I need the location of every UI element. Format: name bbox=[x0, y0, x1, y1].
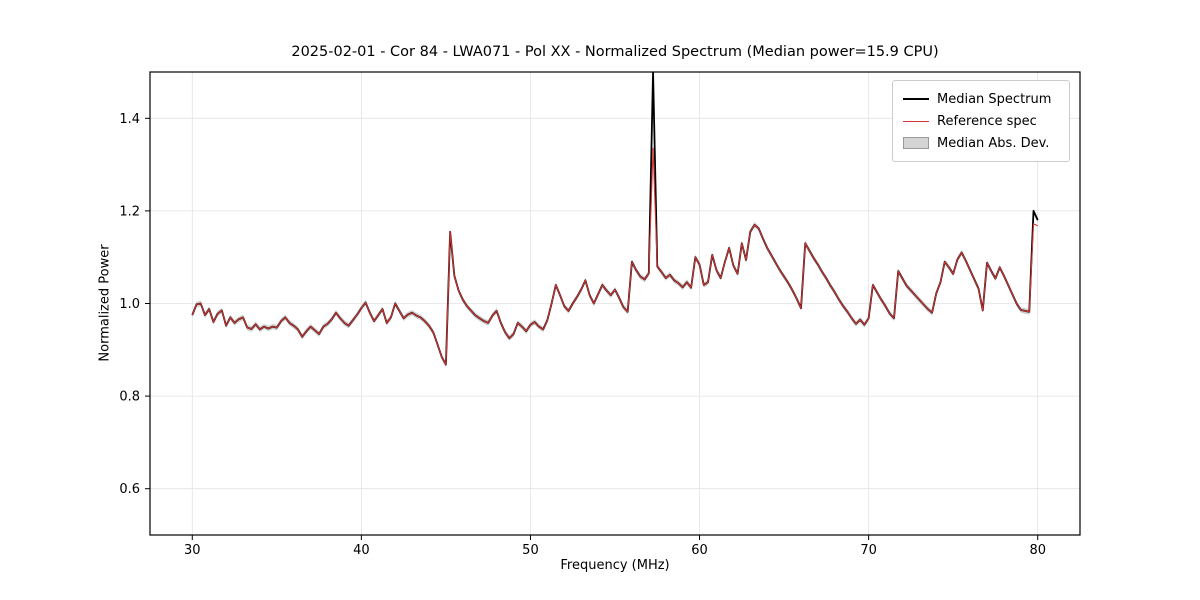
legend-item-reference-spec: Reference spec bbox=[903, 110, 1059, 132]
legend-label: Median Spectrum bbox=[937, 91, 1052, 107]
legend: Median Spectrum Reference spec Median Ab… bbox=[892, 80, 1070, 162]
x-tick-label: 60 bbox=[691, 543, 708, 558]
legend-item-median-abs-dev: Median Abs. Dev. bbox=[903, 132, 1059, 154]
y-tick-label: 1.0 bbox=[119, 297, 140, 312]
x-tick-label: 50 bbox=[522, 543, 539, 558]
y-tick-label: 1.4 bbox=[119, 112, 140, 127]
median-line-swatch-icon bbox=[903, 98, 929, 100]
axis-ticks: 30 40 50 60 70 80 0.6 0.8 1.0 1.2 1.4 bbox=[119, 112, 1046, 558]
chart-title: 2025-02-01 - Cor 84 - LWA071 - Pol XX - … bbox=[291, 44, 939, 60]
x-tick-label: 70 bbox=[860, 543, 877, 558]
x-tick-label: 40 bbox=[353, 543, 370, 558]
reference-line-swatch-icon bbox=[903, 120, 929, 122]
mad-band-swatch-icon bbox=[903, 137, 929, 149]
legend-label: Median Abs. Dev. bbox=[937, 135, 1050, 151]
y-tick-label: 1.2 bbox=[119, 204, 140, 219]
y-axis-label: Normalized Power bbox=[97, 244, 113, 362]
x-tick-label: 30 bbox=[184, 543, 201, 558]
x-axis-label: Frequency (MHz) bbox=[560, 558, 670, 573]
x-tick-label: 80 bbox=[1029, 543, 1046, 558]
y-tick-label: 0.8 bbox=[119, 390, 140, 405]
reference-spec-line bbox=[191, 147, 1038, 366]
legend-label: Reference spec bbox=[937, 113, 1037, 129]
legend-item-median-spectrum: Median Spectrum bbox=[903, 88, 1059, 110]
y-tick-label: 0.6 bbox=[119, 482, 140, 497]
